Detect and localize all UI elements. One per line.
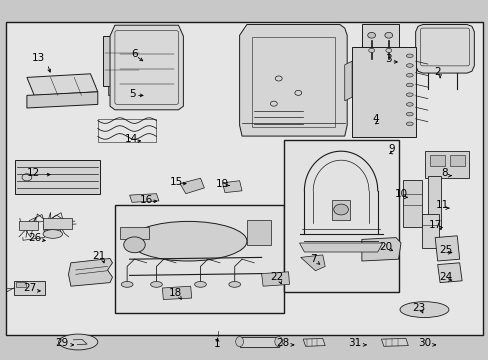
Bar	[427, 176, 440, 229]
Ellipse shape	[235, 337, 243, 347]
Text: 16: 16	[140, 195, 153, 205]
Polygon shape	[222, 181, 242, 193]
Bar	[361, 24, 398, 64]
Polygon shape	[239, 24, 346, 136]
Polygon shape	[180, 178, 204, 194]
Text: 8: 8	[441, 168, 447, 178]
Bar	[251, 37, 334, 127]
Bar	[332, 200, 349, 220]
Bar	[115, 205, 283, 313]
Ellipse shape	[194, 282, 206, 287]
Ellipse shape	[274, 337, 282, 347]
Polygon shape	[127, 86, 137, 94]
Ellipse shape	[384, 32, 392, 38]
Ellipse shape	[385, 48, 391, 53]
Polygon shape	[110, 25, 183, 110]
Text: 10: 10	[394, 189, 407, 199]
Bar	[283, 140, 398, 292]
Text: 29: 29	[55, 338, 69, 348]
Text: 25: 25	[438, 245, 452, 255]
Bar	[425, 151, 468, 178]
Text: 26: 26	[28, 233, 42, 243]
Text: 18: 18	[168, 288, 182, 298]
Text: 21: 21	[92, 251, 106, 261]
Bar	[6, 22, 482, 335]
Text: 23: 23	[411, 303, 425, 313]
Ellipse shape	[406, 93, 412, 96]
Bar	[14, 281, 45, 295]
Polygon shape	[361, 238, 400, 261]
Text: 1: 1	[214, 339, 221, 349]
Polygon shape	[437, 263, 461, 283]
Ellipse shape	[406, 64, 412, 67]
Ellipse shape	[406, 73, 412, 77]
Polygon shape	[27, 92, 98, 108]
Text: 24: 24	[438, 272, 452, 282]
Polygon shape	[434, 236, 459, 261]
Polygon shape	[15, 160, 100, 194]
Text: 31: 31	[347, 338, 361, 348]
Polygon shape	[300, 255, 325, 271]
Polygon shape	[344, 61, 351, 101]
Text: 3: 3	[385, 54, 391, 64]
Ellipse shape	[406, 54, 412, 58]
Bar	[120, 227, 149, 239]
Text: 12: 12	[26, 168, 40, 178]
Ellipse shape	[406, 103, 412, 106]
Text: 9: 9	[387, 144, 394, 154]
Bar	[19, 221, 38, 230]
Text: 14: 14	[124, 134, 138, 144]
Ellipse shape	[121, 282, 133, 287]
Polygon shape	[107, 86, 122, 95]
Text: 22: 22	[269, 272, 283, 282]
Bar	[402, 180, 421, 227]
Ellipse shape	[367, 32, 375, 38]
Text: 28: 28	[275, 338, 289, 348]
Polygon shape	[299, 243, 382, 252]
Text: 20: 20	[379, 242, 392, 252]
Ellipse shape	[406, 83, 412, 87]
Polygon shape	[27, 74, 98, 95]
Ellipse shape	[150, 282, 162, 287]
Polygon shape	[102, 36, 142, 86]
Ellipse shape	[123, 237, 145, 253]
Bar	[421, 214, 438, 248]
Text: 15: 15	[169, 177, 183, 187]
Text: 13: 13	[31, 53, 45, 63]
Text: 27: 27	[23, 283, 37, 293]
Text: 6: 6	[131, 49, 138, 59]
Polygon shape	[303, 338, 325, 346]
Polygon shape	[381, 338, 407, 346]
Ellipse shape	[43, 230, 62, 238]
Ellipse shape	[406, 122, 412, 126]
Ellipse shape	[129, 221, 246, 261]
Text: 11: 11	[435, 200, 448, 210]
Bar	[43, 218, 72, 229]
Bar	[16, 282, 26, 287]
Bar	[246, 220, 271, 245]
Ellipse shape	[59, 334, 98, 350]
Polygon shape	[129, 194, 159, 202]
Text: 30: 30	[417, 338, 430, 348]
Text: 19: 19	[215, 179, 229, 189]
Text: 5: 5	[128, 89, 135, 99]
Text: 7: 7	[309, 254, 316, 264]
Text: 17: 17	[427, 220, 441, 230]
Ellipse shape	[406, 112, 412, 116]
Ellipse shape	[333, 204, 347, 215]
Ellipse shape	[399, 302, 448, 318]
Text: 2: 2	[433, 67, 440, 77]
Polygon shape	[415, 24, 473, 73]
Ellipse shape	[228, 282, 240, 287]
Ellipse shape	[368, 48, 374, 53]
Polygon shape	[68, 258, 112, 286]
Text: 4: 4	[371, 114, 378, 124]
Bar	[98, 119, 156, 142]
Polygon shape	[162, 286, 191, 300]
Polygon shape	[261, 272, 289, 286]
Polygon shape	[351, 47, 415, 137]
Bar	[239, 337, 278, 347]
Bar	[429, 155, 444, 166]
Bar	[449, 155, 464, 166]
